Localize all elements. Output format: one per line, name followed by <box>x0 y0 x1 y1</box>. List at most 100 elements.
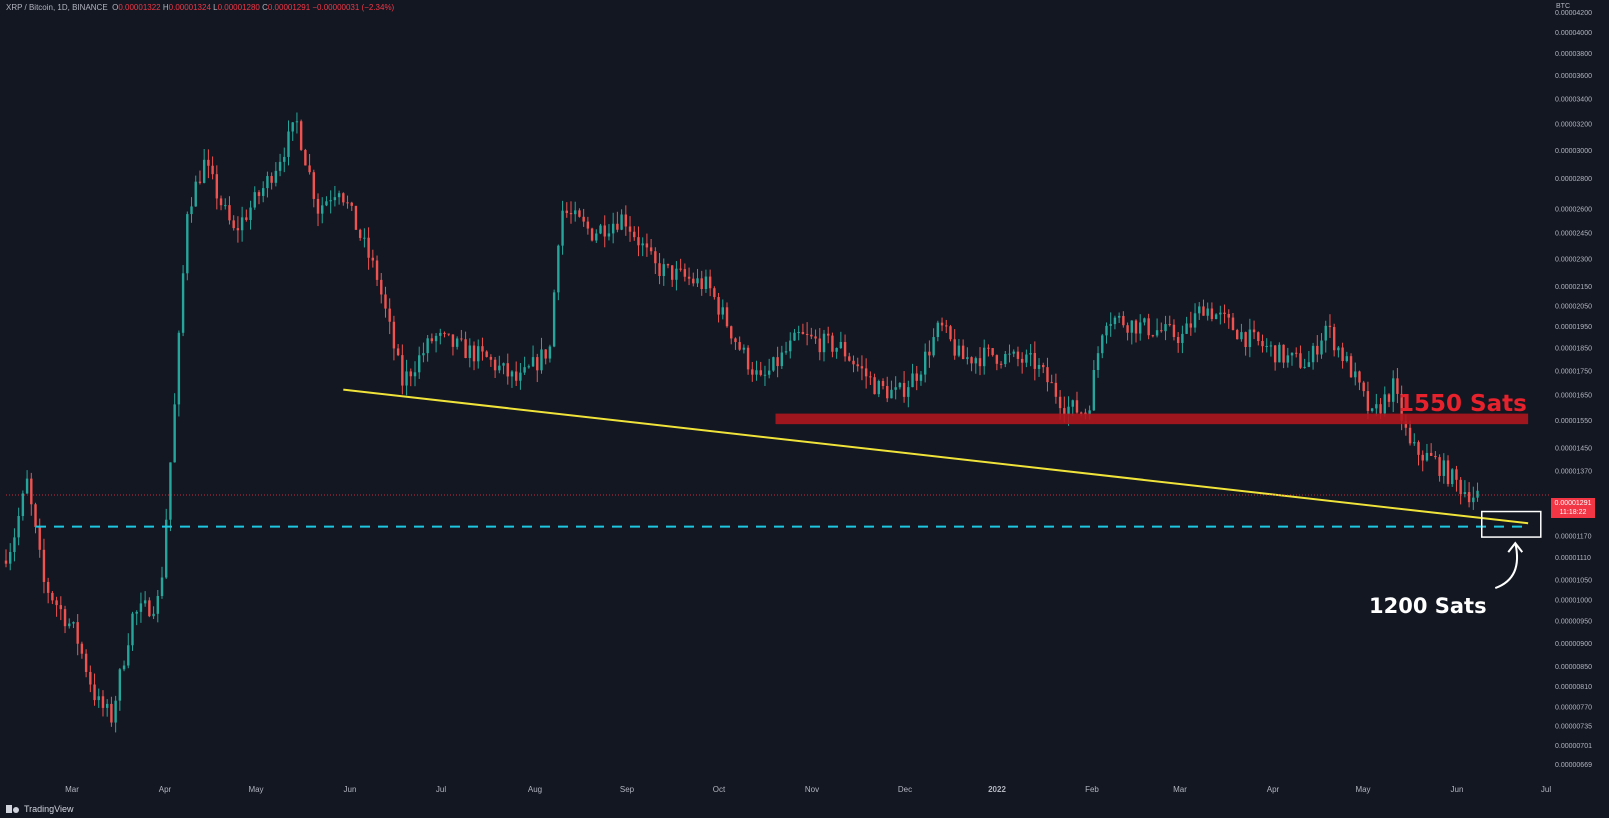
candle <box>696 268 699 288</box>
candle-body <box>611 223 615 234</box>
candle-body <box>1067 406 1070 415</box>
candle-body <box>1084 412 1087 415</box>
candle-body <box>84 653 88 673</box>
x-axis[interactable]: Mar Apr May Jun Jul Aug Sep Oct Nov Dec 2022 Feb Mar… <box>65 785 1551 794</box>
candle <box>675 261 678 291</box>
candle <box>582 208 585 227</box>
candle-body <box>392 321 396 349</box>
candle <box>127 633 130 669</box>
candle <box>321 197 324 224</box>
candle <box>801 323 805 335</box>
candle <box>135 610 138 626</box>
candle <box>991 348 994 357</box>
candle-body <box>1189 323 1193 328</box>
candle <box>1004 350 1007 368</box>
candle-body <box>1320 340 1323 355</box>
candle-body <box>1358 371 1361 383</box>
arrow-head-icon <box>1507 541 1524 553</box>
candle <box>190 197 193 223</box>
candle-body <box>118 669 122 701</box>
candle-body <box>1349 356 1353 378</box>
candle <box>55 596 58 617</box>
y-axis[interactable]: 0.00004200 0.00004000 0.00003800 0.00003600… <box>1555 10 1592 769</box>
candle-body <box>274 170 278 183</box>
candle <box>978 347 982 376</box>
candle <box>240 206 244 242</box>
candle <box>784 341 788 355</box>
candle <box>514 361 518 387</box>
candle <box>810 327 813 340</box>
x-tick-label: Mar <box>1173 785 1187 794</box>
candle-body <box>898 382 902 388</box>
candle <box>1463 480 1467 498</box>
close-label: C <box>262 3 268 12</box>
candle-body <box>620 214 623 230</box>
candle-body <box>595 233 598 241</box>
candle <box>342 192 345 206</box>
y-tick-label: 0.00001370 <box>1555 469 1592 476</box>
candle-body <box>1273 345 1277 363</box>
candle-body <box>1286 355 1289 363</box>
candle-body <box>902 382 906 397</box>
candle <box>1442 453 1446 484</box>
x-tick-label: Jul <box>1541 785 1551 794</box>
candle <box>860 355 864 381</box>
candle-body <box>1214 314 1218 320</box>
y-tick-label: 0.00000950 <box>1555 619 1592 626</box>
candle-body <box>983 347 986 367</box>
candle <box>641 237 644 257</box>
y-tick-label: 0.00003000 <box>1555 148 1592 155</box>
candle-body <box>1050 382 1053 384</box>
candle-body <box>1219 312 1222 315</box>
candle <box>1375 393 1378 417</box>
candle <box>211 156 214 180</box>
candle-body <box>283 156 286 162</box>
candle <box>177 330 181 417</box>
candle-body <box>1400 393 1403 421</box>
y-tick-label: 0.00000850 <box>1555 664 1592 671</box>
y-tick-label: 0.00001000 <box>1555 598 1592 605</box>
candle <box>325 196 328 207</box>
candle <box>502 362 505 375</box>
candle-body <box>42 549 46 582</box>
candle-body <box>1105 325 1108 336</box>
candle-body <box>915 373 918 381</box>
candle-body <box>380 279 383 295</box>
candle-body <box>569 213 573 215</box>
candle <box>257 190 261 205</box>
candle <box>21 490 25 521</box>
candle-body <box>1147 318 1150 336</box>
candle-body <box>751 369 754 375</box>
candle <box>1025 349 1028 368</box>
candle <box>1455 465 1458 492</box>
candle <box>1269 341 1273 357</box>
candle-body <box>1476 490 1479 498</box>
candle-body <box>464 339 467 359</box>
target-box <box>1481 510 1542 538</box>
candle-body <box>55 600 58 606</box>
candle <box>1012 349 1015 358</box>
candle <box>122 660 126 672</box>
candle <box>253 186 256 210</box>
candle-body <box>1012 351 1015 354</box>
candle-body <box>1442 460 1446 476</box>
candle <box>928 340 931 368</box>
candle <box>1219 305 1222 325</box>
candle-body <box>363 237 366 239</box>
candle-body <box>624 214 628 227</box>
candle-body <box>426 338 429 354</box>
candle-body <box>1101 335 1104 354</box>
candle <box>101 690 105 717</box>
candle <box>544 349 547 365</box>
candle <box>666 263 670 269</box>
candle <box>742 344 746 354</box>
candle <box>780 345 784 370</box>
candle <box>1202 299 1205 316</box>
candle-body <box>928 351 931 356</box>
y-tick-label: 0.00001110 <box>1555 555 1591 562</box>
symbol-label[interactable]: XRP / Bitcoin, 1D, BINANCE <box>6 3 108 12</box>
candle-body <box>687 276 691 279</box>
candle-body <box>590 228 594 241</box>
candle <box>759 361 762 377</box>
